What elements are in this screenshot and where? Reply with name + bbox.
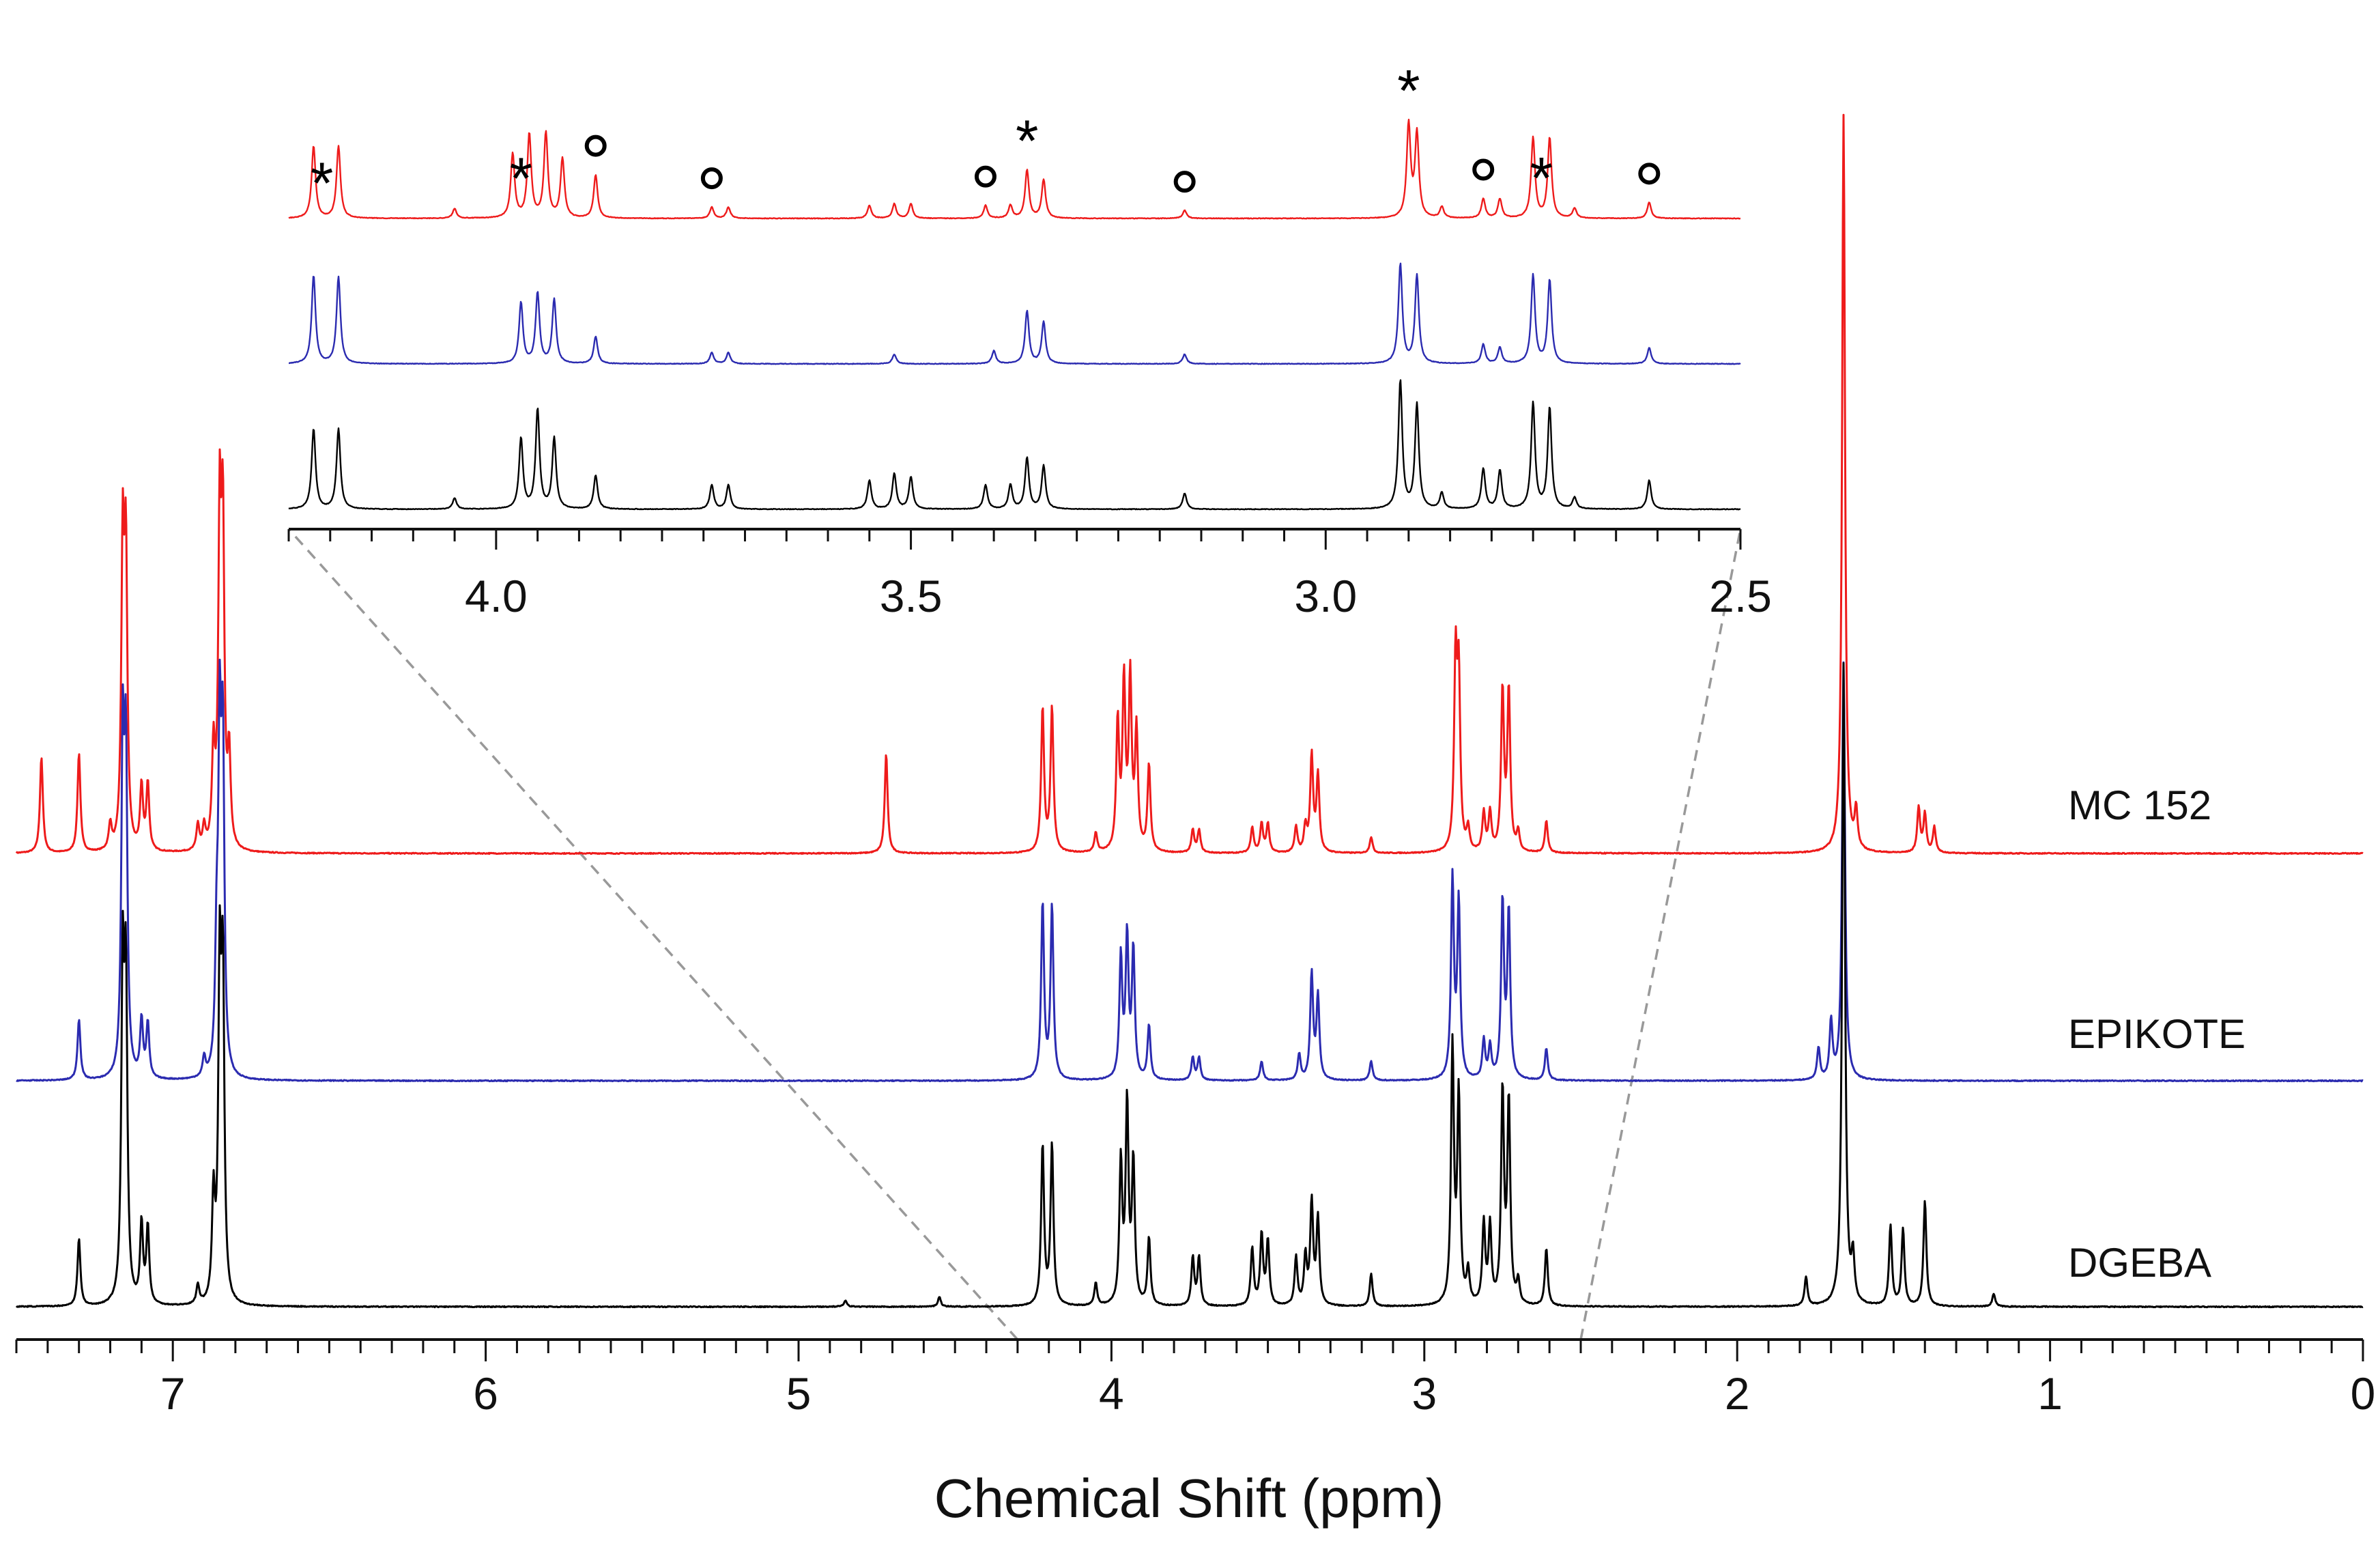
main-tick-label: 0 (2351, 1368, 2376, 1419)
main-tick-label: 2 (1725, 1368, 1750, 1419)
inset-marker-star: * (1016, 109, 1038, 174)
inset-marker-circle (700, 167, 723, 190)
main-x-axis: 7 6 5 4 3 2 1 0 (15, 1338, 2376, 1419)
inset-series-group (288, 118, 1741, 511)
inset-x-axis: 4.0 3.5 3.0 2.5 (287, 528, 1772, 621)
main-tick-label: 7 (160, 1368, 186, 1419)
inset-marker-star: * (1397, 59, 1420, 124)
inset-marker-star: * (1530, 146, 1553, 212)
inset-marker-star: * (311, 151, 333, 216)
inset-series-line-epikote (288, 262, 1741, 365)
inset-tick-label: 2.5 (1709, 571, 1772, 621)
main-spectrum-plot: MC 152 EPIKOTE DGEBA 7 6 5 4 3 2 1 0 Chemical Shi… (15, 113, 2376, 1529)
zoom-guide-lines (287, 528, 1742, 1341)
main-tick-label: 5 (786, 1368, 812, 1419)
inset-marker-star: * (510, 146, 532, 212)
main-tick-label: 4 (1099, 1368, 1124, 1419)
series-label-epikote: EPIKOTE (2068, 1011, 2246, 1057)
inset-marker-circle (1638, 162, 1661, 185)
main-tick-label: 1 (2037, 1368, 2063, 1419)
series-label-dgeba: DGEBA (2068, 1240, 2211, 1286)
series-line-epikote (16, 658, 2364, 1083)
inset-marker-circle (974, 165, 997, 188)
zoom-guide-line-left (287, 528, 1019, 1341)
inset-tick-label: 3.5 (880, 571, 943, 621)
inset-tick-label: 3.0 (1294, 571, 1357, 621)
inset-tick-label: 4.0 (465, 571, 528, 621)
x-axis-title: Chemical Shift (ppm) (934, 1468, 1444, 1529)
main-series-group (15, 113, 2364, 1309)
inset-marker-circle (1472, 158, 1495, 181)
series-label-mc-152: MC 152 (2068, 782, 2211, 828)
series-labels: MC 152 EPIKOTE DGEBA (2068, 782, 2246, 1286)
zoom-guide-line-right (1579, 528, 1742, 1340)
main-tick-label: 3 (1411, 1368, 1437, 1419)
main-tick-label: 6 (473, 1368, 498, 1419)
inset-marker-circle (1173, 171, 1196, 193)
inset-spectrum-plot: * * * * * 4.0 3.5 3.0 2.5 (287, 59, 1772, 621)
series-line-dgeba (15, 662, 2364, 1309)
inset-marker-circle (584, 135, 607, 157)
inset-peak-markers: * * * * * (311, 59, 1661, 216)
inset-series-line-mc-152 (288, 118, 1741, 220)
series-line-mc-152 (15, 113, 2364, 855)
inset-series-line-dgeba (288, 379, 1741, 511)
